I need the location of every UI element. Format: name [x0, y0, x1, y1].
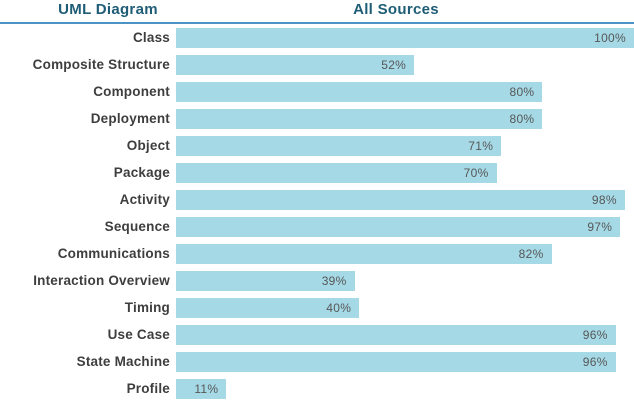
chart-row: Interaction Overview 39% [0, 271, 634, 298]
bar-value-label: 11% [194, 382, 219, 396]
bar-value-label: 96% [582, 328, 608, 342]
bar: 96% [176, 325, 616, 345]
chart-row: Profile 11% [0, 379, 634, 404]
header-divider-line [0, 22, 634, 24]
category-label: Package [113, 165, 170, 180]
bar: 71% [176, 136, 502, 156]
category-label: Class [132, 30, 170, 45]
bar: 98% [176, 190, 625, 210]
category-label: Interaction Overview [33, 273, 170, 288]
chart-row: Object 71% [0, 136, 634, 163]
bar: 70% [176, 163, 497, 183]
category-label: Deployment [90, 111, 170, 126]
bar-track: 11% [176, 379, 634, 399]
chart-row: Sequence 97% [0, 217, 634, 244]
chart-row: Package 70% [0, 163, 634, 190]
bar-value-label: 71% [468, 139, 494, 153]
category-label: Composite Structure [32, 57, 170, 72]
bar-value-label: 100% [594, 31, 626, 45]
bar-track: 71% [176, 136, 634, 156]
bar-value-label: 70% [463, 166, 489, 180]
category-label: Component [93, 84, 170, 99]
category-label: Object [126, 138, 170, 153]
category-label: State Machine [76, 354, 170, 369]
bar-value-label: 82% [518, 247, 544, 261]
bar-track: 98% [176, 190, 634, 210]
bar-value-label: 40% [326, 301, 352, 315]
chart-row: State Machine 96% [0, 352, 634, 379]
bar-rows-container: Class 100% Composite Structure 52% Compo… [0, 28, 634, 404]
chart-row: Timing 40% [0, 298, 634, 325]
chart-row: Class 100% [0, 28, 634, 55]
category-label: Sequence [104, 219, 170, 234]
category-label: Use Case [107, 327, 170, 342]
bar: 39% [176, 271, 355, 291]
bar: 11% [176, 379, 227, 399]
column-header-uml-diagram: UML Diagram [58, 1, 158, 18]
bar: 97% [176, 217, 621, 237]
bar-track: 82% [176, 244, 634, 264]
bar-track: 39% [176, 271, 634, 291]
bar: 40% [176, 298, 360, 318]
bar-track: 96% [176, 325, 634, 345]
bar: 52% [176, 55, 415, 75]
chart-row: Use Case 96% [0, 325, 634, 352]
chart-row: Deployment 80% [0, 109, 634, 136]
bar-value-label: 80% [509, 85, 535, 99]
bar-track: 100% [176, 28, 634, 48]
category-label: Profile [126, 381, 170, 396]
category-label: Communications [57, 246, 170, 261]
chart-row: Communications 82% [0, 244, 634, 271]
bar: 82% [176, 244, 552, 264]
bar-track: 52% [176, 55, 634, 75]
bar-value-label: 80% [509, 112, 535, 126]
bar-value-label: 98% [591, 193, 617, 207]
bar-value-label: 97% [587, 220, 613, 234]
category-label: Timing [124, 300, 170, 315]
bar-track: 40% [176, 298, 634, 318]
bar-track: 80% [176, 82, 634, 102]
category-label: Activity [119, 192, 170, 207]
bar-value-label: 39% [321, 274, 347, 288]
bar: 96% [176, 352, 616, 372]
bar-track: 70% [176, 163, 634, 183]
chart-title-all-sources: All Sources [353, 1, 439, 18]
bar-track: 96% [176, 352, 634, 372]
bar-value-label: 96% [582, 355, 608, 369]
bar-track: 97% [176, 217, 634, 237]
chart-row: Composite Structure 52% [0, 55, 634, 82]
bar-track: 80% [176, 109, 634, 129]
chart-row: Activity 98% [0, 190, 634, 217]
bar: 100% [176, 28, 634, 48]
bar: 80% [176, 109, 543, 129]
bar-value-label: 52% [381, 58, 407, 72]
bar: 80% [176, 82, 543, 102]
chart-row: Component 80% [0, 82, 634, 109]
